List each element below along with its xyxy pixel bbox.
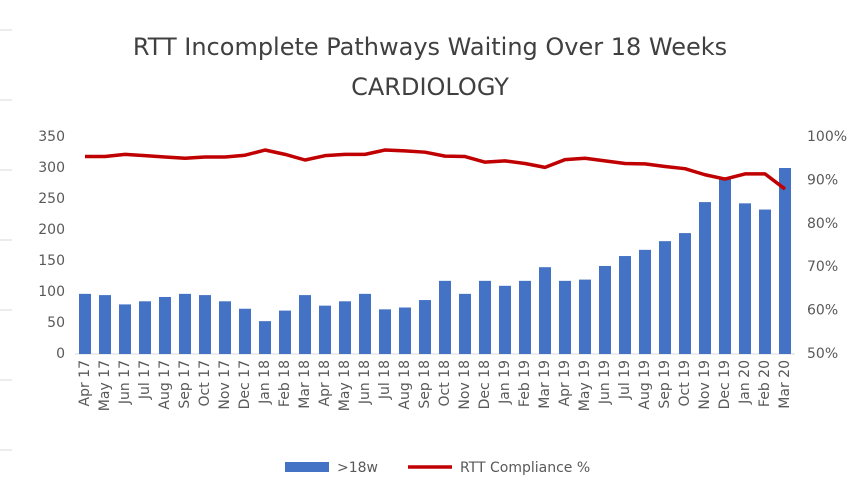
y2-tick-label: 90% xyxy=(807,172,838,188)
sheet-grid xyxy=(0,29,12,451)
bar xyxy=(159,296,171,354)
bar xyxy=(739,203,751,354)
x-tick-label: Dec 17 xyxy=(237,360,253,409)
x-tick-label: Apr 17 xyxy=(77,360,93,406)
bar xyxy=(599,265,611,354)
x-tick-label: Jan 19 xyxy=(497,360,513,405)
x-tick-label: May 17 xyxy=(97,360,113,411)
bar xyxy=(219,301,231,354)
x-tick-label: Jul 18 xyxy=(377,360,393,400)
x-tick-label: Mar 19 xyxy=(537,360,553,409)
y-tick-label: 150 xyxy=(38,253,65,269)
y-tick-label: 250 xyxy=(38,191,65,207)
bar xyxy=(759,209,771,354)
bar xyxy=(579,279,591,354)
bar xyxy=(499,285,511,354)
y2-tick-label: 100% xyxy=(807,129,847,145)
bar xyxy=(419,300,431,354)
x-tick-label: Aug 17 xyxy=(157,360,173,410)
bar xyxy=(679,233,691,354)
x-tick-label: Jun 19 xyxy=(597,360,613,405)
x-tick-label: Nov 18 xyxy=(457,360,473,410)
x-tick-label: Sep 17 xyxy=(177,360,193,409)
x-tick-label: Oct 17 xyxy=(197,360,213,406)
legend-label: RTT Compliance % xyxy=(460,460,590,476)
y-tick-label: 200 xyxy=(38,222,65,238)
bar xyxy=(339,301,351,354)
bar xyxy=(639,249,651,354)
x-tick-label: Dec 18 xyxy=(477,360,493,409)
bar xyxy=(119,304,131,354)
x-tick-label: Feb 18 xyxy=(277,360,293,407)
bar xyxy=(299,295,311,354)
y2-tick-label: 80% xyxy=(807,216,838,232)
x-tick-label: Jun 17 xyxy=(117,360,133,405)
x-tick-label: Sep 19 xyxy=(657,360,673,409)
bar xyxy=(399,307,411,354)
x-tick-label: Nov 19 xyxy=(697,360,713,410)
bar xyxy=(279,310,291,354)
bar xyxy=(619,256,631,354)
bar xyxy=(79,293,91,354)
legend-swatch xyxy=(285,462,329,472)
x-tick-label: Oct 18 xyxy=(437,360,453,406)
x-tick-label: May 18 xyxy=(337,360,353,411)
line xyxy=(85,148,787,191)
bar xyxy=(779,168,791,354)
bar xyxy=(439,280,451,354)
bar xyxy=(659,241,671,354)
y-tick-label: 50 xyxy=(47,315,65,331)
bar xyxy=(479,280,491,354)
x-tick-label: Dec 19 xyxy=(717,360,733,409)
x-tick-label: Mar 20 xyxy=(777,360,793,409)
x-tick-label: May 19 xyxy=(577,360,593,411)
x-tick-label: Nov 17 xyxy=(217,360,233,410)
bar xyxy=(199,295,211,354)
x-tick-label: Jan 20 xyxy=(737,360,753,405)
legend-label: >18w xyxy=(337,460,378,476)
y2-tick-label: 70% xyxy=(807,259,838,275)
y2-tick-label: 60% xyxy=(807,303,838,319)
bar xyxy=(539,267,551,354)
x-tick-label: Jun 18 xyxy=(357,360,373,405)
bar xyxy=(519,280,531,354)
bar xyxy=(559,280,571,354)
y2-tick-label: 50% xyxy=(807,346,838,362)
bar xyxy=(359,293,371,354)
x-tick-label: Feb 20 xyxy=(757,360,773,407)
bar xyxy=(179,293,191,354)
bar xyxy=(259,321,271,354)
chart-title: RTT Incomplete Pathways Waiting Over 18 … xyxy=(133,33,727,61)
bar xyxy=(99,295,111,354)
y-tick-label: 300 xyxy=(38,160,65,176)
x-tick-label: Aug 19 xyxy=(637,360,653,410)
y-tick-label: 350 xyxy=(38,129,65,145)
bar xyxy=(459,293,471,354)
bar xyxy=(699,202,711,354)
y-tick-label: 0 xyxy=(56,346,65,362)
bar xyxy=(379,309,391,354)
x-tick-label: Mar 18 xyxy=(297,360,313,409)
x-tick-label: Sep 18 xyxy=(417,360,433,409)
x-tick-label: Apr 19 xyxy=(557,360,573,406)
bar xyxy=(319,305,331,354)
y-tick-label: 100 xyxy=(38,284,65,300)
bar xyxy=(139,301,151,354)
x-tick-label: Jul 17 xyxy=(137,360,153,400)
x-tick-label: Jan 18 xyxy=(257,360,273,405)
x-tick-label: Apr 18 xyxy=(317,360,333,406)
x-tick-label: Feb 19 xyxy=(517,360,533,407)
x-tick-label: Jul 19 xyxy=(617,360,633,400)
bar xyxy=(239,308,251,354)
bar xyxy=(719,179,731,354)
x-tick-label: Aug 18 xyxy=(397,360,413,410)
chart-subtitle: CARDIOLOGY xyxy=(351,73,509,101)
x-tick-label: Oct 19 xyxy=(677,360,693,406)
